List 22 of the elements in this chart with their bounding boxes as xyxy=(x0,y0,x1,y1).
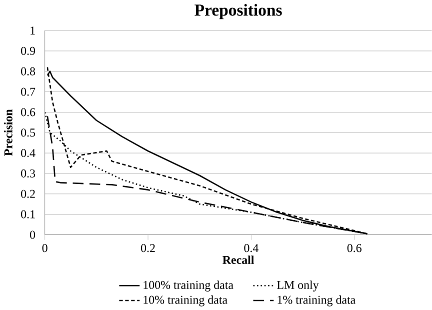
x-tick-label: 0.2 xyxy=(140,244,155,252)
x-tick-label: 0 xyxy=(42,244,48,252)
y-tick-label: 0.2 xyxy=(21,190,35,198)
chart-title: Prepositions xyxy=(194,4,282,19)
y-tick-label: 0.4 xyxy=(21,148,36,157)
y-tick-label: 0.1 xyxy=(21,210,35,218)
x-tick-label: 0.6 xyxy=(347,244,362,252)
y-tick-label: 0.5 xyxy=(21,128,36,137)
y-tick-label: 0 xyxy=(30,230,36,239)
y-tick-label: 0.8 xyxy=(21,67,36,76)
y-tick-label: 0.6 xyxy=(21,108,36,116)
y-axis-title: Precision xyxy=(4,109,12,156)
legend-label: 100% training data xyxy=(144,280,234,292)
y-tick-label: 1 xyxy=(30,26,35,34)
y-tick-label: 0.9 xyxy=(21,46,36,55)
legend-label: 10% training data xyxy=(144,295,228,306)
legend-label: LM only xyxy=(277,280,319,292)
legend-label: 1% training data xyxy=(278,295,356,306)
x-axis-title: Recall xyxy=(222,255,254,264)
x-tick-label: 0.4 xyxy=(244,244,258,252)
y-tick-label: 0.7 xyxy=(21,88,36,96)
y-tick-label: 0.3 xyxy=(21,169,36,178)
